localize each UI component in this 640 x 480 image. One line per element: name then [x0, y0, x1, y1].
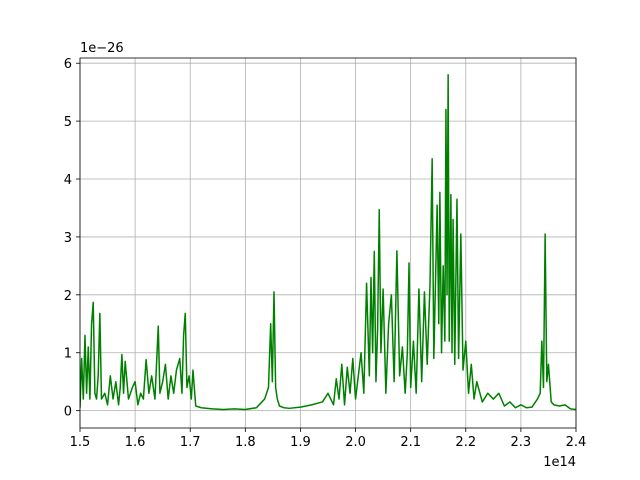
y-tick-label: 1: [64, 347, 72, 362]
x-tick-label: 1.9: [290, 435, 311, 450]
x-tick-label: 1.5: [70, 435, 91, 450]
line: [80, 74, 576, 411]
plot-frame: [79, 57, 577, 429]
y-tick-label: 5: [64, 115, 72, 130]
x-tick-label: 2.4: [566, 435, 587, 450]
x-tick-label: 2.1: [400, 435, 421, 450]
x-tick-label: 2.2: [455, 435, 476, 450]
x-tick-label: 1.8: [235, 435, 256, 450]
y-tick-label: 6: [64, 57, 72, 72]
x-tick-label: 1.6: [125, 435, 146, 450]
x-tick-label: 1.7: [180, 435, 201, 450]
y-offset-label: 1e−26: [80, 41, 124, 56]
x-offset-label: 1e14: [543, 455, 576, 470]
y-tick-label: 0: [64, 405, 72, 420]
x-tick-label: 2.3: [511, 435, 532, 450]
y-tick-label: 2: [64, 289, 72, 304]
y-tick-label: 3: [64, 231, 72, 246]
x-tick-label: 2.0: [345, 435, 366, 450]
y-tick-label: 4: [64, 173, 72, 188]
